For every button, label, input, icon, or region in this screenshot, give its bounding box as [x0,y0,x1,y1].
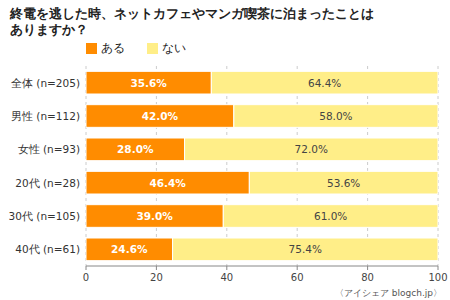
data-label: 46.4% [149,177,186,189]
legend-entry: ある [101,41,125,55]
category-label: 40代 (n=61) [15,243,80,255]
y-axis: 全体 (n=205) 男性 (n=112) 女性 (n=93) 20代 (n=28) 3… [9,77,80,256]
bar [86,205,223,228]
tick-label: 0 [83,272,89,283]
annotation: 〈アイシェア blogch.jp〉 [335,288,442,298]
data-label: 28.0% [117,143,154,155]
bar [173,238,438,261]
category-label: 20代 (n=28) [15,177,80,189]
category-label: 全体 (n=205) [11,77,80,89]
bar [86,138,185,161]
grid-line [156,66,157,266]
tick-mark [297,266,298,270]
tick-mark [367,266,368,270]
bar [211,71,438,94]
title-line: ありますか？ [10,22,88,37]
grid-line [297,66,298,266]
x-axis: 0 20 40 60 80 100 [83,266,448,283]
data-label: 24.6% [111,243,148,255]
bar [86,105,234,128]
data-label: 39.0% [136,210,173,222]
data-label: 42.0% [142,110,179,122]
bar [86,171,249,194]
bar [185,138,438,161]
bar [223,205,438,228]
data-label: 35.6% [130,77,167,89]
title-line: 終電を逃した時、ネットカフェやマンガ喫茶に泊まったことは [9,6,374,21]
bar [234,105,438,128]
tick-mark [86,266,87,270]
data-label: 64.4% [308,77,341,89]
tick-label: 20 [150,272,163,283]
tick-mark [226,266,227,270]
grid-line [438,66,439,266]
data-label: 61.0% [314,210,347,222]
tick-label: 100 [428,272,447,283]
axis-line [86,266,438,267]
data-labels: 35.6% 64.4% 42.0% 58.0% 28.0% 72.0% 46.4% 53.6%… [111,77,360,256]
data-label: 53.6% [327,177,360,189]
tick-mark [438,266,439,270]
data-label: 72.0% [295,143,328,155]
grid-line [367,66,368,266]
grid-line [226,66,227,266]
grid-line [86,66,87,266]
bar [86,71,211,94]
chart: 終電を逃した時、ネットカフェやマンガ喫茶に泊まったことはありますか？ ある ない 35… [0,0,450,300]
category-label: 30代 (n=105) [9,210,80,222]
category-label: 女性 (n=93) [18,143,80,155]
bar [249,171,438,194]
tick-label: 40 [220,272,233,283]
data-label: 58.0% [319,110,352,122]
category-label: 男性 (n=112) [11,110,80,122]
tick-label: 80 [361,272,374,283]
legend-swatch [147,43,158,54]
title: 終電を逃した時、ネットカフェやマンガ喫茶に泊まったことはありますか？ [9,6,374,37]
tick-label: 60 [291,272,304,283]
legend-swatch [86,43,97,54]
bars [86,71,438,260]
bar [86,238,173,261]
data-label: 75.4% [289,243,322,255]
legend: ある ない [86,41,186,55]
grid [86,66,438,266]
tick-mark [156,266,157,270]
legend-entry: ない [162,41,186,55]
